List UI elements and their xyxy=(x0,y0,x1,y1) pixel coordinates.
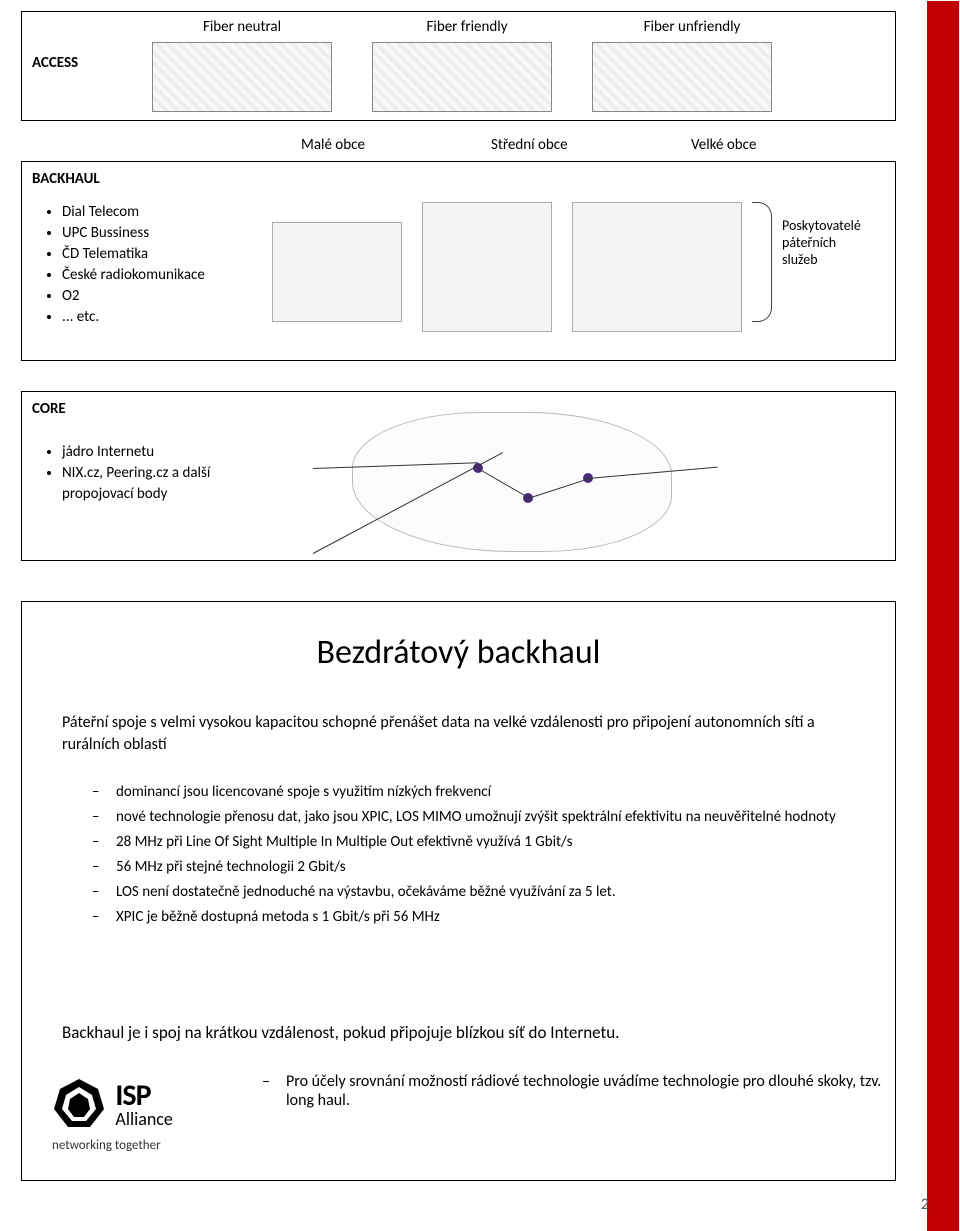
intro-paragraph: Páteřní spoje s velmi vysokou kapacitou … xyxy=(62,712,862,755)
core-label: CORE xyxy=(32,400,66,418)
map-edge xyxy=(588,467,718,479)
access-section: ACCESS Fiber neutral Fiber friendly Fibe… xyxy=(21,11,896,121)
feature-item: dominancí jsou licencované spoje s využi… xyxy=(92,782,882,803)
sketch-small-town xyxy=(152,42,332,112)
logo-mark-icon xyxy=(52,1077,106,1136)
backhaul-label: BACKHAUL xyxy=(32,170,100,188)
house-medium xyxy=(422,202,552,332)
slide-1: ACCESS Fiber neutral Fiber friendly Fibe… xyxy=(0,0,960,580)
sketch-mid-town xyxy=(372,42,552,112)
provider-line3: služeb xyxy=(782,251,861,268)
backhaul-item: ... etc. xyxy=(62,307,252,328)
core-item: NIX.cz, Peering.cz a další propojovací b… xyxy=(62,463,252,505)
feature-item: LOS není dostatečně jednoduché na výstav… xyxy=(92,882,882,903)
backhaul-section: BACKHAUL Dial Telecom UPC Bussiness ČD T… xyxy=(21,161,896,361)
access-label: ACCESS xyxy=(32,54,78,72)
col-fiber-unfriendly: Fiber unfriendly xyxy=(612,18,772,36)
map-cz xyxy=(352,412,672,552)
core-list: jádro Internetu NIX.cz, Peering.cz a dal… xyxy=(42,442,252,505)
col-fiber-neutral: Fiber neutral xyxy=(172,18,312,36)
feature-item: nové technologie přenosu dat, jako jsou … xyxy=(92,807,882,828)
col-fiber-friendly: Fiber friendly xyxy=(392,18,542,36)
brace-icon xyxy=(752,202,772,322)
page-number: 2 xyxy=(921,1195,929,1214)
backhaul-item: UPC Bussiness xyxy=(62,223,252,244)
core-section: CORE jádro Internetu NIX.cz, Peering.cz … xyxy=(21,391,896,561)
core-item: jádro Internetu xyxy=(62,442,252,463)
size-large: Velké obce xyxy=(691,136,756,154)
backhaul-item: Dial Telecom xyxy=(62,202,252,223)
footnote-item: Pro účely srovnání možností rádiové tech… xyxy=(262,1072,882,1110)
backhaul-item: České radiokomunikace xyxy=(62,265,252,286)
outro-paragraph: Backhaul je i spoj na krátkou vzdálenost… xyxy=(62,1022,882,1043)
feature-item: XPIC je běžně dostupná metoda s 1 Gbit/s… xyxy=(92,907,882,928)
content-frame: Bezdrátový backhaul Páteřní spoje s velm… xyxy=(21,601,896,1181)
sketch-large-town xyxy=(592,42,772,112)
provider-label: Poskytovatelé páteřních služeb xyxy=(782,217,861,268)
size-medium: Střední obce xyxy=(491,136,568,154)
isp-logo: ISP Alliance networking together xyxy=(52,1077,242,1153)
house-large xyxy=(572,202,742,332)
backhaul-item: O2 xyxy=(62,286,252,307)
slide-2: Bezdrátový backhaul Páteřní spoje s velm… xyxy=(0,580,960,1230)
map-edge xyxy=(313,462,478,469)
logo-alliance-text: Alliance xyxy=(115,1108,172,1130)
logo-tagline: networking together xyxy=(52,1138,242,1153)
slide-title: Bezdrátový backhaul xyxy=(22,632,895,673)
backhaul-item: ČD Telematika xyxy=(62,244,252,265)
house-small xyxy=(272,222,402,322)
feature-item: 28 MHz při Line Of Sight Multiple In Mul… xyxy=(92,832,882,853)
accent-bar xyxy=(927,581,959,1231)
provider-line1: Poskytovatelé xyxy=(782,217,861,234)
footnote-list: Pro účely srovnání možností rádiové tech… xyxy=(262,1072,882,1110)
accent-bar xyxy=(927,1,959,581)
feature-list: dominancí jsou licencované spoje s využi… xyxy=(92,782,882,932)
map-edge xyxy=(478,468,530,499)
provider-line2: páteřních xyxy=(782,234,861,251)
size-small: Malé obce xyxy=(301,136,365,154)
feature-item: 56 MHz při stejné technologii 2 Gbit/s xyxy=(92,857,882,878)
map-edge xyxy=(528,478,590,499)
backhaul-list: Dial Telecom UPC Bussiness ČD Telematika… xyxy=(42,202,252,328)
